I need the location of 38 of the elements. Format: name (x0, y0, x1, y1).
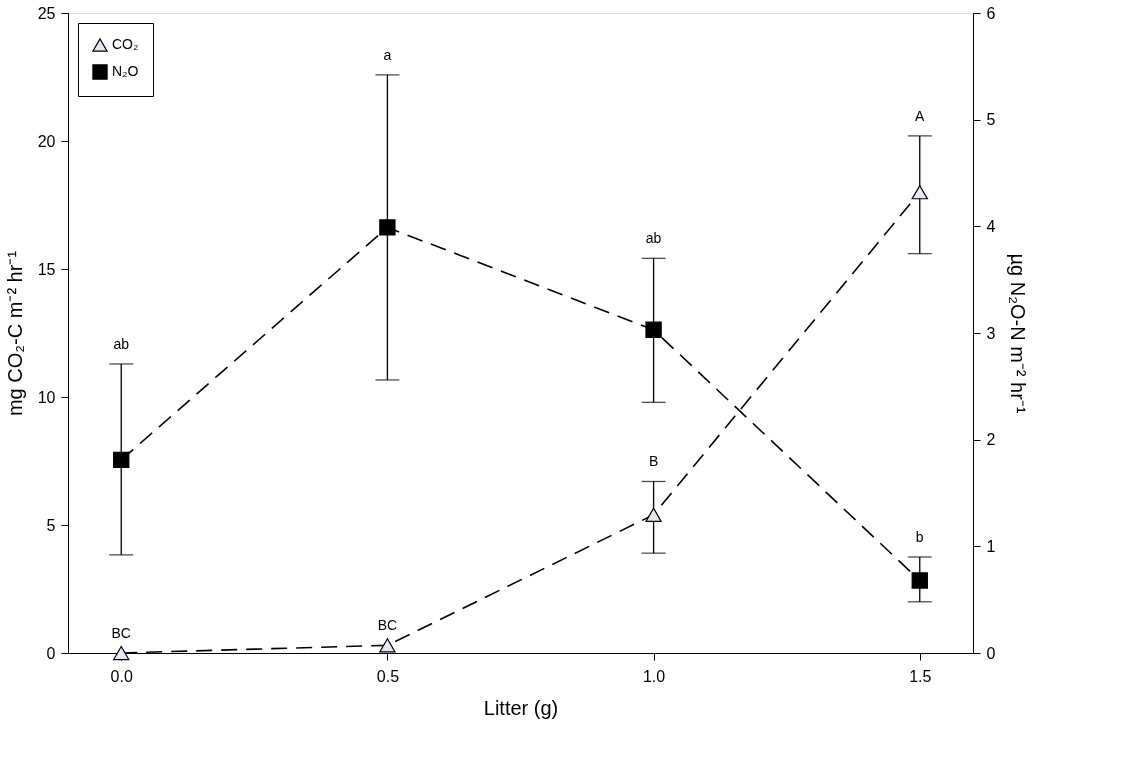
x-tick-label: 0.0 (110, 667, 133, 685)
annotation: A (915, 107, 926, 124)
point (911, 572, 928, 589)
y2-tick-label: 5 (986, 111, 996, 129)
x-tick-label: 1.0 (642, 667, 666, 685)
x-axis-title: Litter (g) (483, 696, 559, 719)
point (379, 638, 396, 653)
y-tick-label: 20 (37, 132, 56, 150)
point (645, 321, 662, 338)
y2-tick-label: 6 (986, 4, 996, 22)
point (645, 507, 662, 522)
annotation: ab (645, 230, 662, 247)
legend-label: CO₂ (112, 36, 139, 52)
annotation: BC (377, 617, 398, 634)
y2-tick-label: 4 (986, 217, 996, 235)
y-axis-title: mg CO₂-C m⁻² hr⁻¹ (3, 250, 26, 417)
annotation: B (648, 453, 659, 470)
y2-tick-label: 0 (986, 644, 996, 662)
y-tick-label: 15 (37, 260, 56, 278)
point (113, 645, 130, 661)
annotation: ab (113, 335, 130, 352)
point (911, 185, 928, 200)
x-tick-label: 1.5 (909, 667, 932, 685)
y2-tick-label: 2 (986, 431, 996, 449)
y-tick-label: 5 (46, 516, 56, 534)
y2-tick-label: 3 (986, 324, 996, 342)
point (379, 219, 396, 236)
y-tick-label: 25 (37, 4, 56, 22)
y2-tick-label: 1 (986, 537, 996, 555)
annotation: b (915, 529, 924, 545)
legend-label: N₂O (112, 63, 139, 79)
x-tick-label: 0.5 (376, 667, 400, 685)
y2-axis-title: µg N₂O-N m⁻² hr⁻¹ (1007, 253, 1030, 414)
point (113, 451, 130, 469)
y-tick-label: 10 (37, 388, 56, 406)
annotation: BC (111, 625, 131, 641)
y-tick-label: 0 (46, 644, 56, 662)
annotation: a (383, 46, 392, 63)
